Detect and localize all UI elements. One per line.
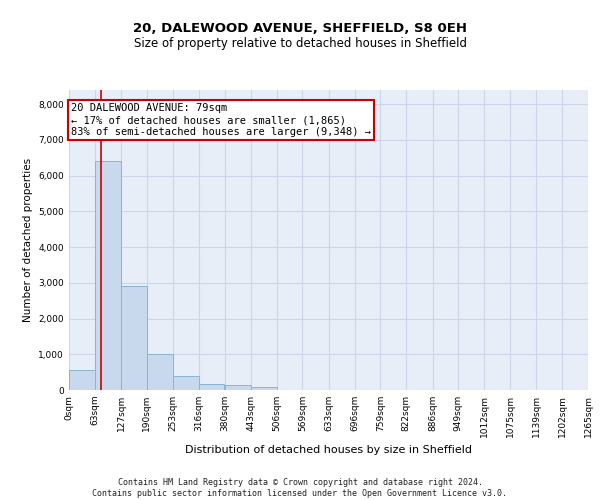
Bar <box>251 387 277 390</box>
Text: 20 DALEWOOD AVENUE: 79sqm
← 17% of detached houses are smaller (1,865)
83% of se: 20 DALEWOOD AVENUE: 79sqm ← 17% of detac… <box>71 104 371 136</box>
Bar <box>147 354 173 390</box>
Bar <box>173 376 199 390</box>
Bar <box>199 384 224 390</box>
Bar <box>225 386 251 390</box>
Y-axis label: Number of detached properties: Number of detached properties <box>23 158 33 322</box>
Text: 20, DALEWOOD AVENUE, SHEFFIELD, S8 0EH: 20, DALEWOOD AVENUE, SHEFFIELD, S8 0EH <box>133 22 467 36</box>
Text: Contains HM Land Registry data © Crown copyright and database right 2024.
Contai: Contains HM Land Registry data © Crown c… <box>92 478 508 498</box>
Bar <box>121 286 147 390</box>
Bar <box>69 370 95 390</box>
Bar <box>95 162 121 390</box>
X-axis label: Distribution of detached houses by size in Sheffield: Distribution of detached houses by size … <box>185 446 472 456</box>
Text: Size of property relative to detached houses in Sheffield: Size of property relative to detached ho… <box>133 38 467 51</box>
